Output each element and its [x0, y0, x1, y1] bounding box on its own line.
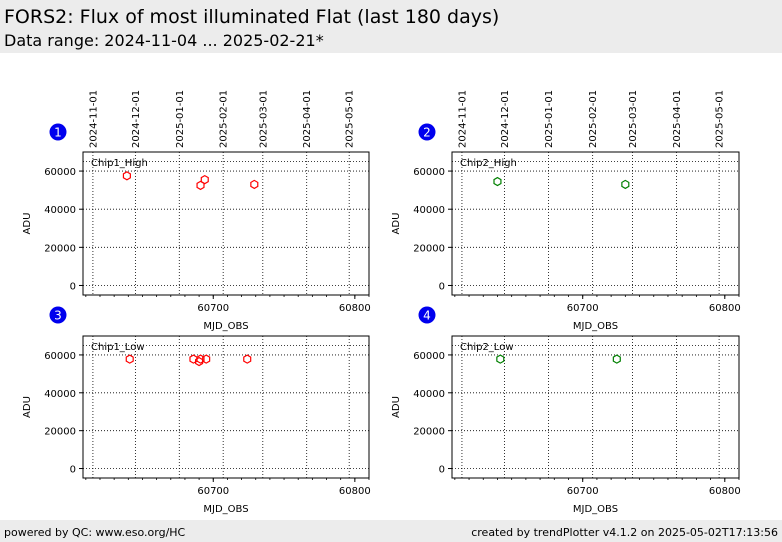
data-point: [200, 174, 209, 185]
panel-number-label: 4: [423, 309, 431, 323]
footer-created-by: created by trendPlotter v4.1.2 on 2025-0…: [471, 526, 778, 539]
panel-number-badge: [49, 123, 67, 141]
y-axis-label: ADU: [22, 396, 33, 418]
panel-number-badge: [418, 306, 436, 324]
top-date-label: 2025-02-01: [588, 90, 599, 148]
y-tick-label: 0: [70, 465, 76, 476]
top-date-label: 2025-01-01: [175, 90, 186, 148]
x-tick-label: 60800: [709, 486, 741, 497]
footer-bar: powered by QC: www.eso.org/HC created by…: [0, 520, 782, 542]
axes-frame: [451, 151, 740, 296]
panel-label: Chip2_Low: [460, 342, 514, 353]
x-tick-label: 60700: [567, 486, 599, 497]
data-point: [496, 354, 505, 364]
top-date-label: 2024-11-01: [457, 90, 468, 148]
data-point: [612, 354, 621, 364]
top-date-label: 2025-05-01: [345, 90, 356, 148]
y-tick-label: 20000: [44, 243, 76, 254]
y-tick-label: 40000: [44, 389, 76, 400]
header-bar: FORS2: Flux of most illuminated Flat (la…: [0, 0, 782, 53]
panel-number-badge: [49, 306, 67, 324]
y-tick-label: 40000: [44, 205, 76, 216]
x-tick-label: 60800: [339, 303, 371, 314]
footer-powered-by: powered by QC: www.eso.org/HC: [4, 526, 186, 539]
data-point: [125, 354, 134, 364]
axes-frame: [82, 335, 370, 479]
chart-panel-3: 60700 60800 0 20000 40000 60000 MJD_OBS ADU Chip…: [22, 306, 371, 515]
y-tick-label: 40000: [413, 389, 445, 400]
panel-number-label: 1: [54, 126, 62, 140]
top-date-label: 2024-11-01: [88, 90, 99, 148]
x-tick-label: 60800: [339, 486, 371, 497]
data-point: [493, 176, 502, 187]
y-tick-label: 20000: [44, 427, 76, 438]
y-tick-label: 20000: [413, 427, 445, 438]
y-tick-label: 20000: [413, 243, 445, 254]
y-axis-label: ADU: [22, 213, 33, 235]
axes-frame: [82, 151, 370, 296]
x-axis-label: MJD_OBS: [573, 321, 618, 332]
page-title: FORS2: Flux of most illuminated Flat (la…: [4, 6, 500, 28]
y-tick-label: 0: [70, 281, 76, 292]
y-tick-label: 60000: [413, 351, 445, 362]
top-date-label: 2025-05-01: [715, 90, 726, 148]
chart-panel-4: 60700 60800 0 20000 40000 60000 MJD_OBS ADU Chip…: [391, 306, 741, 515]
y-tick-label: 40000: [413, 205, 445, 216]
x-tick-label: 60700: [567, 303, 599, 314]
panel-label: Chip2_High: [460, 158, 517, 169]
top-date-label: 2024-12-01: [131, 90, 142, 148]
x-axis-label: MJD_OBS: [203, 504, 248, 515]
x-tick-label: 60700: [197, 303, 229, 314]
top-date-label: 2025-03-01: [628, 90, 639, 148]
top-date-label: 2025-01-01: [544, 90, 555, 148]
x-tick-label: 60700: [197, 486, 229, 497]
chart-panel-1: 60700 60800 0 20000 40000 60000 MJD_OBS ADU Chip…: [22, 90, 371, 332]
panel-number-badge: [418, 123, 436, 141]
y-tick-label: 60000: [44, 351, 76, 362]
top-date-label: 2025-03-01: [258, 90, 269, 148]
data-point: [621, 179, 630, 190]
panel-label: Chip1_High: [91, 158, 148, 169]
axes-frame: [451, 335, 740, 479]
data-point: [243, 354, 252, 364]
panel-number-label: 2: [423, 126, 431, 140]
y-axis-label: ADU: [391, 396, 402, 418]
y-axis-label: ADU: [391, 213, 402, 235]
data-point: [250, 179, 259, 190]
data-point: [196, 354, 205, 364]
data-range-subtitle: Data range: 2024-11-04 ... 2025-02-21*: [4, 31, 324, 50]
chart-panel-2: 60700 60800 0 20000 40000 60000 MJD_OBS ADU Chip…: [391, 90, 741, 332]
y-tick-label: 0: [439, 281, 445, 292]
x-axis-label: MJD_OBS: [573, 504, 618, 515]
data-point: [202, 354, 211, 364]
panel-number-label: 3: [54, 309, 62, 323]
y-tick-label: 60000: [413, 167, 445, 178]
x-tick-label: 60800: [709, 303, 741, 314]
top-date-label: 2025-04-01: [302, 90, 313, 148]
top-date-label: 2025-02-01: [219, 90, 230, 148]
x-axis-label: MJD_OBS: [203, 321, 248, 332]
data-point: [122, 171, 131, 181]
y-tick-label: 60000: [44, 167, 76, 178]
panel-label: Chip1_Low: [91, 342, 145, 353]
top-date-label: 2025-04-01: [672, 90, 683, 148]
top-date-label: 2024-12-01: [500, 90, 511, 148]
y-tick-label: 0: [439, 465, 445, 476]
